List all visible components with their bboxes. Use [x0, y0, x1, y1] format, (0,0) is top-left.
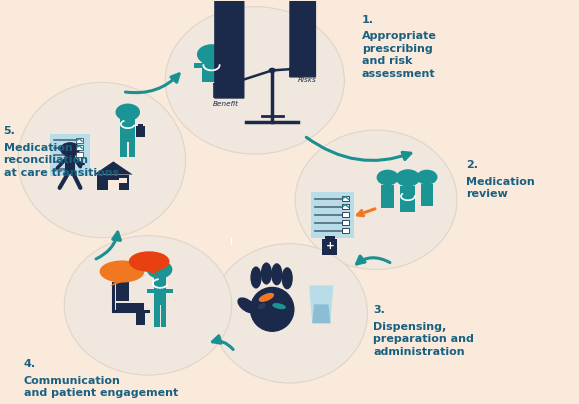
Polygon shape — [309, 286, 334, 323]
Bar — [420, 184, 433, 206]
Bar — [154, 271, 167, 305]
Polygon shape — [312, 304, 331, 323]
Bar — [76, 145, 83, 150]
Bar — [154, 304, 160, 327]
Text: +: + — [325, 242, 334, 251]
Bar — [50, 134, 90, 176]
Polygon shape — [111, 281, 124, 286]
Bar — [342, 212, 349, 217]
Circle shape — [197, 45, 225, 64]
Ellipse shape — [283, 268, 292, 288]
Text: Communication
and patient engagement: Communication and patient engagement — [24, 376, 178, 398]
Bar — [65, 151, 75, 174]
Circle shape — [148, 261, 171, 278]
Ellipse shape — [259, 304, 265, 309]
Bar — [227, 62, 235, 72]
Bar — [76, 138, 83, 143]
FancyArrowPatch shape — [212, 336, 233, 349]
Text: 5.: 5. — [3, 126, 16, 136]
Bar — [228, 59, 234, 62]
Text: 4.: 4. — [24, 359, 36, 369]
FancyArrowPatch shape — [126, 74, 179, 93]
Ellipse shape — [273, 304, 285, 309]
Bar — [129, 142, 135, 157]
Ellipse shape — [295, 130, 457, 269]
Bar — [97, 175, 129, 190]
Ellipse shape — [251, 287, 294, 331]
Circle shape — [269, 68, 275, 72]
Bar — [342, 220, 349, 225]
Bar — [136, 126, 145, 137]
Text: 3.: 3. — [373, 305, 385, 316]
Bar — [120, 114, 135, 142]
Bar — [108, 180, 119, 190]
Text: 2.: 2. — [466, 160, 478, 170]
Bar — [342, 228, 349, 233]
Text: Benefit: Benefit — [213, 101, 239, 107]
Bar — [116, 276, 129, 301]
Ellipse shape — [64, 236, 232, 375]
Text: Dispensing,
preparation and
administration: Dispensing, preparation and administrati… — [373, 322, 474, 357]
Ellipse shape — [238, 298, 255, 313]
Bar — [116, 303, 144, 311]
Ellipse shape — [272, 264, 282, 285]
Ellipse shape — [100, 261, 144, 282]
FancyArrowPatch shape — [306, 137, 411, 160]
Bar — [138, 124, 144, 126]
Text: Appropriate
prescribing
and risk
assessment: Appropriate prescribing and risk assessm… — [362, 32, 437, 78]
Bar — [161, 304, 167, 327]
Ellipse shape — [18, 82, 185, 238]
Circle shape — [61, 143, 79, 156]
Circle shape — [397, 170, 419, 186]
FancyArrowPatch shape — [357, 256, 390, 264]
Circle shape — [378, 170, 398, 185]
Bar — [323, 239, 338, 255]
Bar — [342, 204, 349, 209]
Ellipse shape — [130, 252, 169, 271]
Bar — [342, 196, 349, 202]
Bar — [201, 55, 221, 82]
Circle shape — [111, 265, 134, 282]
Bar — [137, 310, 145, 325]
Text: Medication
review: Medication review — [466, 177, 534, 199]
Polygon shape — [94, 161, 133, 175]
Bar — [381, 185, 394, 208]
Polygon shape — [148, 270, 159, 276]
Bar — [167, 289, 173, 293]
Bar — [147, 289, 154, 293]
Bar — [76, 152, 83, 157]
Bar — [194, 63, 229, 68]
Ellipse shape — [251, 267, 261, 288]
Bar — [325, 236, 335, 239]
Text: Medication
reconciliation
at care transitions: Medication reconciliation at care transi… — [3, 143, 119, 178]
Ellipse shape — [166, 7, 345, 154]
Text: 1.: 1. — [362, 15, 373, 25]
Bar — [311, 192, 354, 238]
Ellipse shape — [211, 244, 368, 383]
Bar — [401, 186, 415, 212]
Circle shape — [417, 170, 437, 184]
Ellipse shape — [262, 263, 272, 284]
Ellipse shape — [259, 294, 273, 301]
FancyArrowPatch shape — [96, 232, 120, 259]
Text: Risks: Risks — [298, 76, 316, 82]
Bar — [119, 178, 127, 183]
Circle shape — [116, 104, 140, 120]
Bar — [120, 142, 127, 157]
